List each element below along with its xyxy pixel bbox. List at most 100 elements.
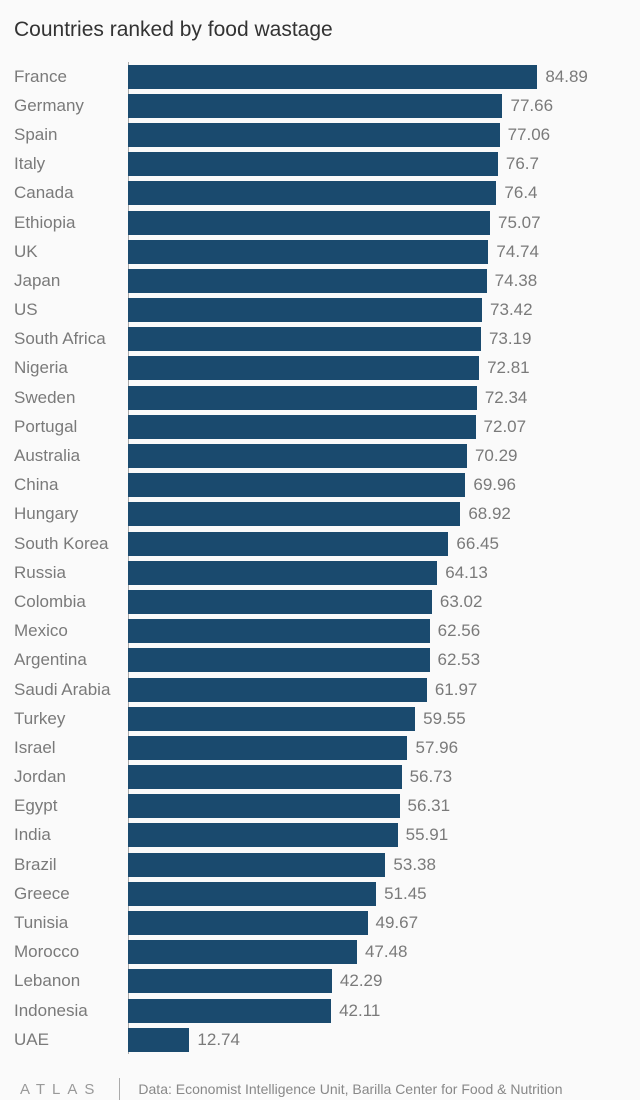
bar <box>128 969 332 993</box>
bar <box>128 473 465 497</box>
bar-row: France84.89 <box>128 62 626 91</box>
bar <box>128 794 400 818</box>
bar-track: 57.96 <box>128 733 626 762</box>
bar-track: 84.89 <box>128 62 626 91</box>
bar <box>128 181 496 205</box>
value-label: 59.55 <box>423 709 466 729</box>
bar <box>128 211 490 235</box>
value-label: 66.45 <box>456 534 499 554</box>
bar-row: Italy76.7 <box>128 150 626 179</box>
bar <box>128 65 537 89</box>
value-label: 62.53 <box>438 650 481 670</box>
bar-track: 77.66 <box>128 91 626 120</box>
value-label: 74.38 <box>495 271 538 291</box>
data-source: Data: Economist Intelligence Unit, Baril… <box>138 1081 562 1097</box>
value-label: 51.45 <box>384 884 427 904</box>
bar <box>128 999 331 1023</box>
bar-row: Jordan56.73 <box>128 763 626 792</box>
bar-track: 73.19 <box>128 325 626 354</box>
bar-track: 74.74 <box>128 237 626 266</box>
bar-track: 76.4 <box>128 179 626 208</box>
bar <box>128 561 437 585</box>
category-label: China <box>14 475 120 495</box>
value-label: 84.89 <box>545 67 588 87</box>
value-label: 75.07 <box>498 213 541 233</box>
bar-row: Egypt56.31 <box>128 792 626 821</box>
value-label: 72.81 <box>487 358 530 378</box>
category-label: Nigeria <box>14 358 120 378</box>
bar-row: Lebanon42.29 <box>128 967 626 996</box>
bar-track: 70.29 <box>128 441 626 470</box>
bar <box>128 327 481 351</box>
bar-track: 66.45 <box>128 529 626 558</box>
bar-row: Japan74.38 <box>128 266 626 295</box>
bar <box>128 123 500 147</box>
bar-track: 59.55 <box>128 704 626 733</box>
bar-row: Greece51.45 <box>128 879 626 908</box>
value-label: 73.19 <box>489 329 532 349</box>
value-label: 76.4 <box>504 183 537 203</box>
value-label: 72.34 <box>485 388 528 408</box>
bar-track: 64.13 <box>128 558 626 587</box>
bar <box>128 444 467 468</box>
bar-track: 72.07 <box>128 412 626 441</box>
bar <box>128 152 498 176</box>
category-label: Ethiopia <box>14 213 120 233</box>
bar-row: US73.42 <box>128 296 626 325</box>
category-label: Mexico <box>14 621 120 641</box>
category-label: Morocco <box>14 942 120 962</box>
bar <box>128 240 488 264</box>
bar-track: 62.53 <box>128 646 626 675</box>
bar-track: 75.07 <box>128 208 626 237</box>
bar-track: 12.74 <box>128 1025 626 1054</box>
category-label: Germany <box>14 96 120 116</box>
bar <box>128 356 479 380</box>
bar <box>128 882 376 906</box>
value-label: 42.11 <box>339 1001 380 1021</box>
bar-row: South Africa73.19 <box>128 325 626 354</box>
chart-footer: ATLAS Data: Economist Intelligence Unit,… <box>14 1078 626 1100</box>
bar-row: Argentina62.53 <box>128 646 626 675</box>
category-label: US <box>14 300 120 320</box>
category-label: Israel <box>14 738 120 758</box>
bar-row: Portugal72.07 <box>128 412 626 441</box>
bar-row: India55.91 <box>128 821 626 850</box>
value-label: 69.96 <box>473 475 516 495</box>
brand-logo: ATLAS <box>20 1081 101 1098</box>
value-label: 42.29 <box>340 971 383 991</box>
bar <box>128 94 502 118</box>
bar-row: Mexico62.56 <box>128 617 626 646</box>
value-label: 74.74 <box>496 242 539 262</box>
bar-track: 63.02 <box>128 587 626 616</box>
bar <box>128 707 415 731</box>
bar-track: 68.92 <box>128 500 626 529</box>
bar-row: Australia70.29 <box>128 441 626 470</box>
category-label: Hungary <box>14 504 120 524</box>
value-label: 73.42 <box>490 300 533 320</box>
category-label: Jordan <box>14 767 120 787</box>
category-label: Indonesia <box>14 1001 120 1021</box>
value-label: 56.73 <box>410 767 453 787</box>
bar-track: 77.06 <box>128 120 626 149</box>
bar <box>128 736 407 760</box>
bar-row: UK74.74 <box>128 237 626 266</box>
category-label: Tunisia <box>14 913 120 933</box>
category-label: Colombia <box>14 592 120 612</box>
category-label: UAE <box>14 1030 120 1050</box>
category-label: Canada <box>14 183 120 203</box>
bar-track: 51.45 <box>128 879 626 908</box>
bar-track: 49.67 <box>128 908 626 937</box>
value-label: 63.02 <box>440 592 483 612</box>
category-label: Saudi Arabia <box>14 680 120 700</box>
bar-row: Hungary68.92 <box>128 500 626 529</box>
category-label: Russia <box>14 563 120 583</box>
category-label: Egypt <box>14 796 120 816</box>
bar-row: Saudi Arabia61.97 <box>128 675 626 704</box>
bar-track: 62.56 <box>128 617 626 646</box>
bar <box>128 298 482 322</box>
value-label: 68.92 <box>468 504 511 524</box>
bar-track: 72.81 <box>128 354 626 383</box>
value-label: 70.29 <box>475 446 518 466</box>
category-label: Greece <box>14 884 120 904</box>
bar-track: 42.11 <box>128 996 626 1025</box>
